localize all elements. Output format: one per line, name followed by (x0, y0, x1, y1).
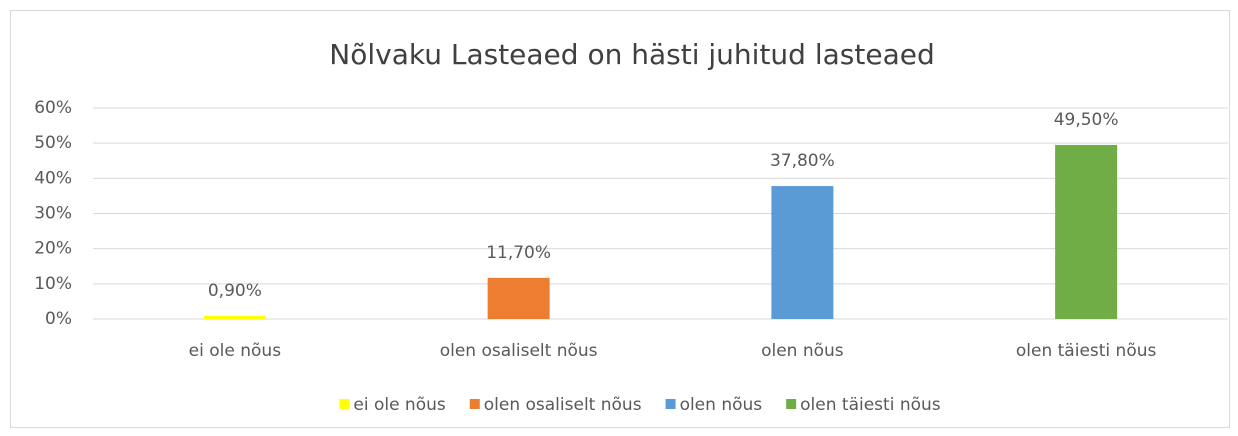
bar (203, 315, 266, 319)
chart-border (10, 10, 1230, 428)
bar (771, 186, 834, 319)
legend-label: olen nõus (680, 395, 763, 415)
chart-title: Nõlvaku Lasteaed on hästi juhitud lastea… (329, 38, 934, 71)
legend-label: olen osaliselt nõus (484, 395, 642, 415)
x-tick-label: ei ole nõus (189, 341, 282, 361)
bar (487, 277, 550, 319)
y-tick-label: 20% (34, 239, 72, 259)
legend-label: ei ole nõus (353, 395, 446, 415)
legend-swatch (786, 399, 797, 409)
y-tick-label: 10% (34, 274, 72, 294)
y-tick-label: 0% (45, 309, 72, 329)
legend-swatch (665, 399, 676, 409)
x-tick-label: olen osaliselt nõus (440, 341, 598, 361)
x-tick-label: olen täiesti nõus (1016, 341, 1157, 361)
legend-swatch (469, 399, 480, 409)
x-tick-label: olen nõus (761, 341, 844, 361)
data-label: 37,80% (770, 151, 835, 171)
data-label: 11,70% (486, 243, 551, 263)
y-tick-label: 40% (34, 168, 72, 188)
y-tick-label: 60% (34, 98, 72, 118)
legend-swatch (339, 399, 350, 409)
legend-label: olen täiesti nõus (800, 395, 941, 415)
y-tick-label: 30% (34, 204, 72, 224)
data-label: 49,50% (1054, 110, 1119, 130)
y-tick-label: 50% (34, 133, 72, 153)
bar (1055, 144, 1118, 319)
data-label: 0,90% (208, 281, 262, 301)
